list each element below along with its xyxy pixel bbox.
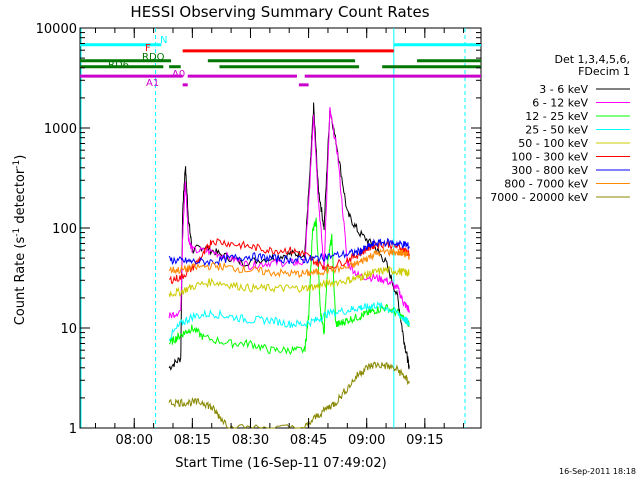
x-axis: 08:00 08:15 08:30 08:45 09:00 09:15 — [94, 28, 465, 448]
y-label-part: detector — [13, 168, 28, 228]
footer-date: 16-Sep-2011 18:18 — [559, 467, 636, 476]
y-label-part: Count Rate (s — [13, 237, 28, 326]
x-axis-label: Start Time (16-Sep-11 07:49:02) — [175, 456, 386, 471]
legend-header: Det 1,3,4,5,6, — [554, 53, 630, 66]
legend-header: FDecim 1 — [578, 65, 630, 78]
x-tick-label: 08:15 — [174, 433, 211, 448]
series-line — [168, 361, 410, 429]
series-line — [168, 246, 410, 279]
y-tick-label: 10000 — [36, 22, 77, 37]
y-tick-label: 100 — [52, 222, 77, 237]
legend-label: 6 - 12 keV — [532, 97, 588, 110]
x-tick-label: 08:30 — [232, 433, 269, 448]
y-tick-label: 1000 — [44, 122, 77, 137]
x-tick-label: 09:00 — [348, 433, 385, 448]
legend-label: 25 - 50 keV — [525, 124, 588, 137]
series-line — [168, 102, 410, 371]
y-axis: 1 10 100 1000 10000 — [36, 22, 481, 437]
x-tick-label: 09:15 — [406, 433, 443, 448]
legend-label: 7000 - 20000 keV — [490, 191, 588, 204]
y-label-part: ) — [13, 155, 28, 160]
y-axis-label: Count Rate (s-1 detector-1) — [12, 155, 28, 326]
legend-label: 100 - 300 keV — [511, 151, 588, 164]
chart-title: HESSI Observing Summary Count Rates — [130, 3, 429, 21]
legend-label: 50 - 100 keV — [518, 137, 588, 150]
series-line — [168, 107, 410, 319]
y-label-sup: -1 — [12, 228, 22, 237]
series-line — [168, 300, 410, 341]
flag-label: RDO — [142, 52, 165, 63]
flag-label: A0 — [172, 69, 185, 80]
y-tick-label: 1 — [69, 422, 77, 437]
series-line — [168, 266, 410, 298]
plot-area — [79, 27, 482, 429]
x-tick-label: 08:00 — [116, 433, 153, 448]
legend-label: 300 - 800 keV — [511, 164, 588, 177]
flag-label: A1 — [146, 78, 159, 89]
flag-label: N — [160, 35, 167, 46]
series-line — [168, 217, 410, 356]
y-tick-label: 10 — [60, 322, 77, 337]
y-label-sup: -1 — [12, 160, 22, 169]
series-line — [168, 237, 410, 267]
x-tick-label: 08:45 — [290, 433, 327, 448]
flag-label: F — [145, 43, 151, 54]
legend-label: 3 - 6 keV — [539, 83, 588, 96]
flag-label: RD6 — [108, 60, 129, 71]
legend-label: 800 - 7000 keV — [504, 178, 588, 191]
legend-label: 12 - 25 keV — [525, 110, 588, 123]
